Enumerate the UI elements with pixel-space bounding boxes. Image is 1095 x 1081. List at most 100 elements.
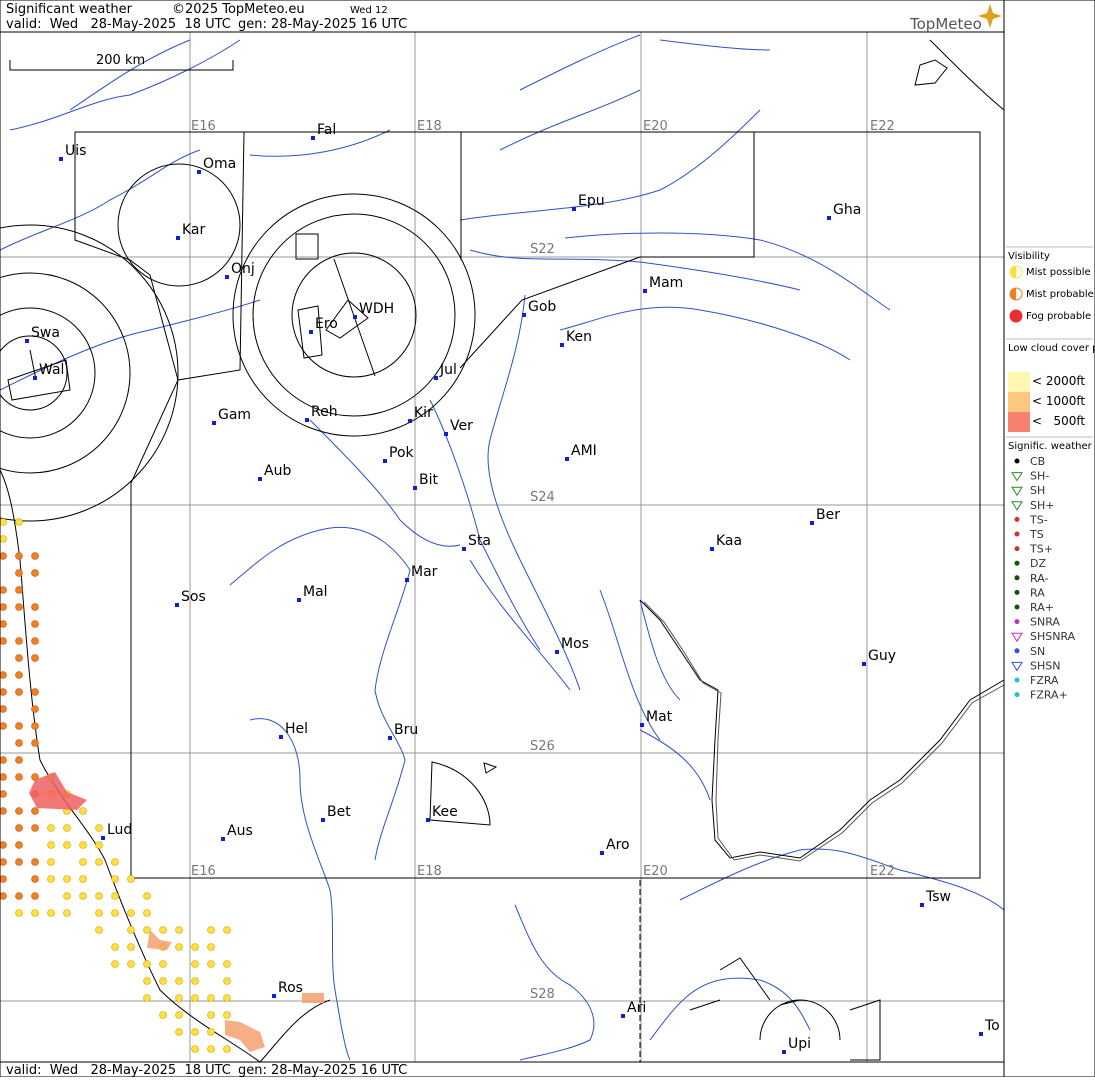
legend-item: SHSNRA [1030, 630, 1076, 643]
scale-bar [9, 60, 234, 71]
weather-dot [15, 739, 23, 747]
place-label: Bru [394, 722, 418, 738]
legend-item: SH [1030, 484, 1045, 497]
weather-dot [0, 790, 7, 798]
legend-item: Mist possible [1026, 267, 1091, 278]
weather-dot [31, 688, 39, 696]
place-marker [782, 1050, 786, 1054]
place-marker [827, 216, 831, 220]
legend-item: SNRA [1030, 616, 1060, 629]
legend-item: SH+ [1030, 499, 1054, 512]
weather-dot [175, 926, 183, 934]
legend-item: < 2000ft [1032, 374, 1085, 388]
weather-dot [47, 858, 55, 866]
weather-dot [15, 569, 23, 577]
legend-icon [1014, 692, 1020, 698]
weather-dot [15, 688, 23, 696]
place-marker [258, 477, 262, 481]
legend-item: < 500ft [1032, 414, 1085, 428]
place-label: Uis [65, 143, 86, 159]
place-label: Ber [816, 507, 840, 523]
weather-dot [31, 603, 39, 611]
place-marker [388, 736, 392, 740]
place-marker [25, 339, 29, 343]
place-label: Pok [389, 445, 415, 461]
weather-dot [143, 909, 151, 917]
weather-dot [15, 909, 23, 917]
legend-item: TS- [1029, 513, 1048, 526]
map-lines [0, 32, 1005, 1063]
grid-label: E22 [870, 119, 895, 134]
weather-dot [15, 518, 23, 526]
grid-label: E16 [191, 119, 216, 134]
weather-dot [0, 722, 7, 730]
weather-dot [159, 960, 167, 968]
weather-dot [47, 875, 55, 883]
legend-item: TS [1029, 528, 1044, 541]
weather-dot [31, 858, 39, 866]
place-marker [33, 376, 37, 380]
place-marker [212, 421, 216, 425]
weather-dot [191, 1028, 199, 1036]
weather-dot [143, 960, 151, 968]
weather-dot [0, 688, 7, 696]
weather-dot [95, 841, 103, 849]
place-label: To [984, 1018, 1000, 1034]
weather-dot [0, 773, 7, 781]
place-marker [426, 818, 430, 822]
valid-time: valid: Wed 28-May-2025 18 UTC [6, 17, 231, 32]
legend-icon [1014, 677, 1020, 683]
legend-item: SHSN [1030, 659, 1060, 672]
weather-dot [0, 671, 7, 679]
place-marker [279, 735, 283, 739]
place-marker [862, 662, 866, 666]
weather-dot [0, 518, 7, 526]
place-marker [309, 330, 313, 334]
place-marker [621, 1014, 625, 1018]
weather-dot [111, 875, 119, 883]
grid-label: E16 [191, 864, 216, 879]
place-label: Epu [578, 193, 605, 209]
place-marker [59, 157, 63, 161]
weather-dot [143, 926, 151, 934]
place-label: Kar [182, 222, 206, 238]
place-marker [522, 313, 526, 317]
place-label: Ros [278, 980, 303, 996]
legend-title: Signific. weather [1008, 441, 1093, 452]
grid-label: E20 [643, 119, 668, 134]
weather-dot [0, 875, 7, 883]
place-marker [101, 836, 105, 840]
weather-dot [31, 824, 39, 832]
legend-icon [1011, 486, 1023, 497]
weather-dot [15, 603, 23, 611]
place-marker [444, 432, 448, 436]
place-label: Kee [432, 804, 458, 820]
place-label: Mam [649, 275, 683, 291]
place-marker [920, 903, 924, 907]
place-label: Ver [450, 418, 473, 434]
logo-star [978, 4, 1002, 28]
weather-dot [127, 926, 135, 934]
weather-dot [175, 1011, 183, 1019]
weather-dot [15, 552, 23, 560]
weather-dot [207, 1011, 215, 1019]
grid-label: E18 [417, 864, 442, 879]
weather-dot [0, 892, 7, 900]
legend-icon [1011, 472, 1023, 482]
weather-dot [191, 994, 199, 1002]
place-label: Wal [39, 362, 64, 378]
legend-item: RA+ [1030, 601, 1054, 614]
weather-dot [63, 875, 71, 883]
footer-generated: gen: 28-May-2025 16 UTC [238, 1063, 407, 1077]
place-label: Aus [227, 823, 253, 839]
place-label: Kaa [716, 533, 742, 549]
weather-dot [47, 841, 55, 849]
place-label: AMI [571, 443, 597, 459]
weather-dot [207, 943, 215, 951]
place-label: Gha [833, 202, 861, 218]
place-marker [560, 343, 564, 347]
place-label: WDH [359, 301, 394, 317]
weather-dot [0, 841, 7, 849]
weather-dot [0, 637, 7, 645]
